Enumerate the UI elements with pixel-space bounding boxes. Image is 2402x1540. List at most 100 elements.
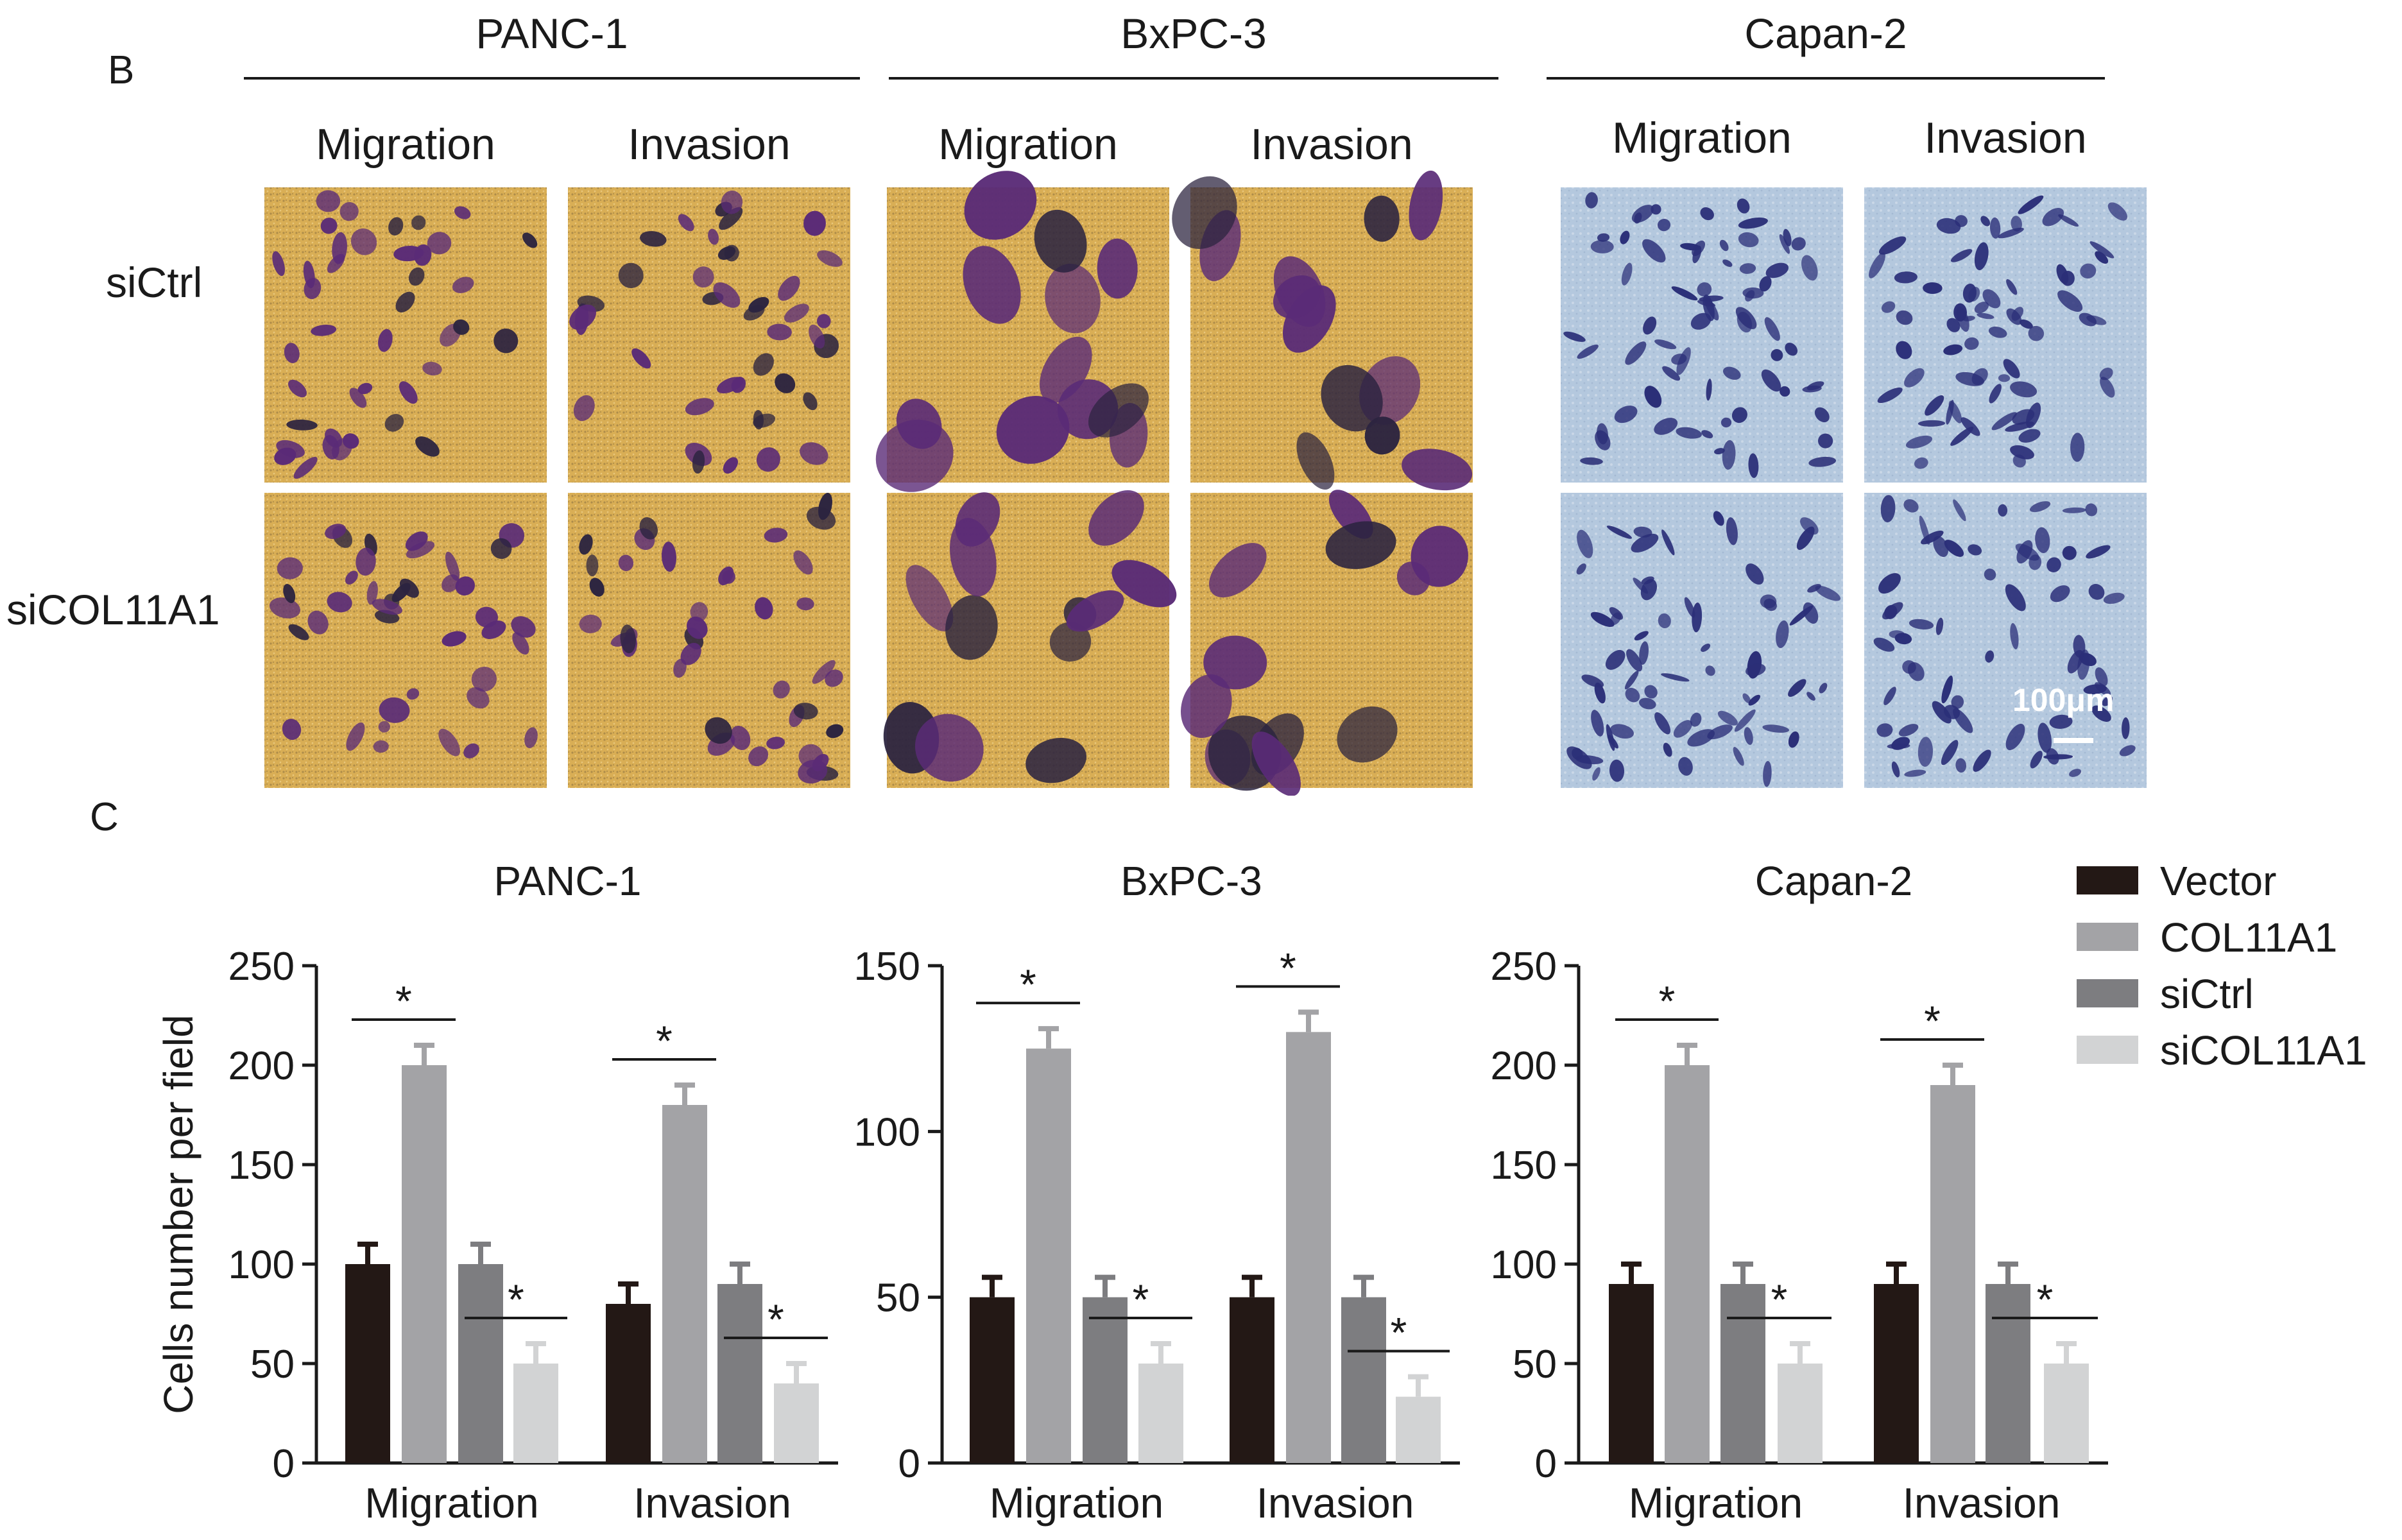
stained-cell [1818, 433, 1833, 449]
stained-cell [2037, 723, 2052, 753]
stained-cell [339, 201, 359, 221]
bxpc3-invasion-label: Invasion [1250, 120, 1413, 169]
stained-cell [1671, 286, 1698, 301]
stained-cell [1984, 569, 1996, 581]
x-category-label: Migration [1629, 1479, 1803, 1527]
stained-cell [1780, 386, 1790, 397]
stained-cell [1873, 637, 1895, 652]
stained-cell [1960, 417, 1980, 436]
significance-star: * [1924, 997, 1941, 1045]
stained-cell [2089, 241, 2115, 259]
stained-cell [1941, 675, 1953, 704]
stained-cell [471, 667, 497, 692]
stained-cell [743, 305, 765, 321]
stained-cell [379, 697, 410, 723]
stained-cell [311, 324, 337, 336]
stained-cell [1634, 212, 1642, 224]
stained-cell [1563, 331, 1586, 342]
stained-cell [1321, 364, 1383, 432]
stained-cell [1989, 384, 2002, 404]
scale-bar-label: 100μm [2012, 682, 2115, 718]
stained-cell [346, 722, 365, 751]
stained-cell [378, 721, 390, 733]
x-category-label: Migration [365, 1479, 538, 1527]
stained-cell [1621, 262, 1633, 286]
legend-label-vector: Vector [2160, 858, 2277, 904]
stained-cell [1783, 228, 1792, 246]
stained-cell [1049, 622, 1092, 662]
significance-star: * [1020, 961, 1036, 1008]
stained-cell [719, 207, 743, 230]
stained-cell [1580, 457, 1603, 465]
bar-vector [1874, 1284, 1919, 1463]
stained-cell [1748, 453, 1759, 478]
stained-cell [1891, 737, 1910, 750]
stained-cell [1801, 255, 1818, 281]
stained-cell [753, 410, 764, 430]
stained-cell [1946, 318, 1960, 332]
stained-cell [2095, 251, 2109, 264]
stained-cell [1982, 289, 2001, 309]
stained-cell [490, 538, 512, 560]
stained-cell [1654, 339, 1677, 350]
stained-cell [963, 246, 1021, 324]
stained-cell [438, 728, 460, 757]
stained-cell [1788, 679, 1806, 697]
stained-cell [2018, 195, 2044, 214]
stained-cell [1808, 456, 1837, 467]
stained-cell [1633, 526, 1652, 538]
stained-cell [1590, 612, 1615, 628]
stained-cell [1943, 344, 1963, 355]
bxpc3-header-line [889, 77, 1498, 80]
panel-b-letter: B [108, 48, 135, 92]
stained-cell [826, 724, 844, 739]
legend-label-sicol11a1: siCOL11A1 [2160, 1027, 2367, 1074]
stained-cell [293, 457, 318, 479]
stained-cell [1642, 239, 1666, 263]
stained-cell [388, 217, 404, 236]
stained-cell [1779, 234, 1790, 254]
stained-cell [620, 624, 636, 654]
stained-cell [452, 277, 474, 293]
stained-cell [1761, 369, 1781, 392]
bxpc3-migration-label: Migration [938, 120, 1118, 169]
stained-cell [1880, 495, 1896, 523]
stained-cell [512, 632, 529, 655]
stained-cell [1950, 426, 1974, 446]
stained-cell [1745, 663, 1766, 676]
significance-star: * [2037, 1276, 2054, 1323]
stained-cell [1605, 649, 1626, 670]
bar-sicol11a1 [1396, 1396, 1441, 1463]
stained-cell [569, 304, 596, 330]
stained-cell [1936, 218, 1961, 234]
stained-cell [1663, 742, 1672, 757]
stained-cell [1935, 617, 1944, 635]
stained-cell [1745, 290, 1755, 302]
stained-cell [1585, 192, 1598, 209]
stained-cell [1737, 198, 1750, 214]
stained-cell [1903, 499, 1919, 513]
stained-cell [414, 244, 432, 266]
legend-item-sictrl: siCtrl [2077, 970, 2398, 1017]
stained-cell [723, 457, 738, 474]
stained-cell [784, 304, 809, 323]
bar-sicol11a1 [1138, 1364, 1183, 1463]
bxpc3-header: BxPC-3 [1120, 10, 1267, 57]
stained-cell [773, 680, 790, 699]
stained-cell [1066, 590, 1124, 632]
stained-cell [1626, 649, 1643, 672]
stained-cell [639, 517, 658, 540]
stained-cell [1661, 529, 1675, 556]
stained-cell [1819, 683, 1828, 694]
stained-cell [809, 324, 825, 349]
stained-cell [1896, 310, 1913, 325]
stained-cell [1920, 530, 1944, 545]
stained-cell [1620, 230, 1630, 244]
stained-cell [2029, 554, 2042, 570]
stained-cell [1738, 218, 1768, 229]
stained-cell [803, 210, 826, 236]
stained-cell [1209, 543, 1267, 598]
stained-cell [825, 669, 843, 687]
bar-sicol11a1 [513, 1364, 558, 1463]
stained-cell [764, 527, 788, 543]
